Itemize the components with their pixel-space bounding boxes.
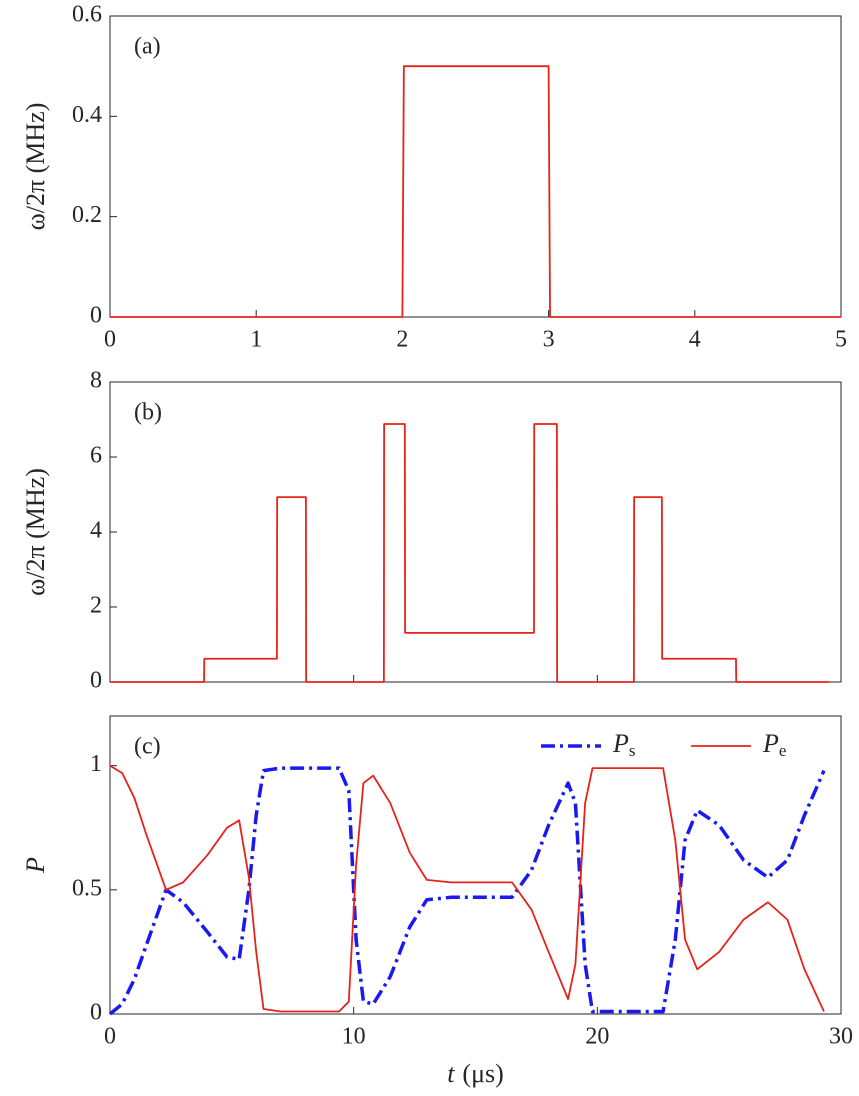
x-tick-label: 4	[689, 327, 701, 353]
data-line	[110, 423, 829, 683]
y-tick-label: 0	[90, 668, 102, 694]
y-axis-label: ω/2π (MHz)	[21, 103, 50, 231]
x-tick-label: 0	[104, 327, 116, 353]
legend-subscript: e	[779, 741, 787, 760]
data-line	[109, 764, 825, 1013]
y-tick-label: 6	[90, 443, 102, 469]
panel: 0 0.2 0.4 0.6 0 1 2 3 4 5 (a) ω/2π (MHz)	[21, 2, 847, 353]
legend-name: P	[612, 729, 629, 758]
x-tick-label: 30	[829, 1024, 853, 1050]
y-tick-label: 0	[90, 1000, 102, 1026]
y-tick-label: 1	[90, 751, 102, 777]
y-tick-label: 0.2	[72, 202, 102, 228]
panel-label: (b)	[134, 400, 162, 426]
legend-name: P	[762, 729, 779, 758]
data-line	[108, 766, 826, 1016]
y-tick-label: 0.5	[72, 875, 102, 901]
plot-frame	[109, 715, 842, 1015]
x-tick-label: 1	[250, 327, 262, 353]
y-tick-label: 0	[90, 303, 102, 329]
y-tick-label: 4	[90, 518, 102, 544]
legend-label: Ps	[612, 729, 636, 760]
y-tick-label: 0.6	[72, 2, 102, 28]
data-line	[110, 65, 841, 318]
plot-frame	[109, 15, 842, 318]
x-tick-label: 3	[543, 327, 555, 353]
legend-subscript: s	[629, 741, 636, 760]
plot-frame	[109, 381, 842, 683]
x-tick-label: 5	[835, 327, 847, 353]
panel-label: (c)	[134, 734, 161, 760]
x-axis-label: t (μs)	[447, 1059, 504, 1088]
x-tick-label: 20	[585, 1024, 609, 1050]
y-tick-label: 0.4	[72, 102, 102, 128]
x-axis-unit: (μs)	[462, 1059, 503, 1088]
panel-label: (a)	[134, 34, 161, 60]
panel: 0 2 4 6 8 (b) ω/2π (MHz)	[21, 368, 842, 694]
y-tick-label: 2	[90, 593, 102, 619]
y-axis-label: ω/2π (MHz)	[21, 468, 50, 596]
x-tick-label: 0	[104, 1024, 116, 1050]
legend-label: Pe	[762, 729, 786, 760]
x-axis-symbol: t	[447, 1059, 455, 1088]
panel: 00.510 10 20 30(c)Pt (μs)Ps Pe	[21, 715, 853, 1088]
y-tick-label: 8	[90, 368, 102, 394]
x-tick-label: 2	[396, 327, 408, 353]
x-tick-label: 10	[342, 1024, 366, 1050]
y-axis-label: P	[21, 857, 50, 874]
